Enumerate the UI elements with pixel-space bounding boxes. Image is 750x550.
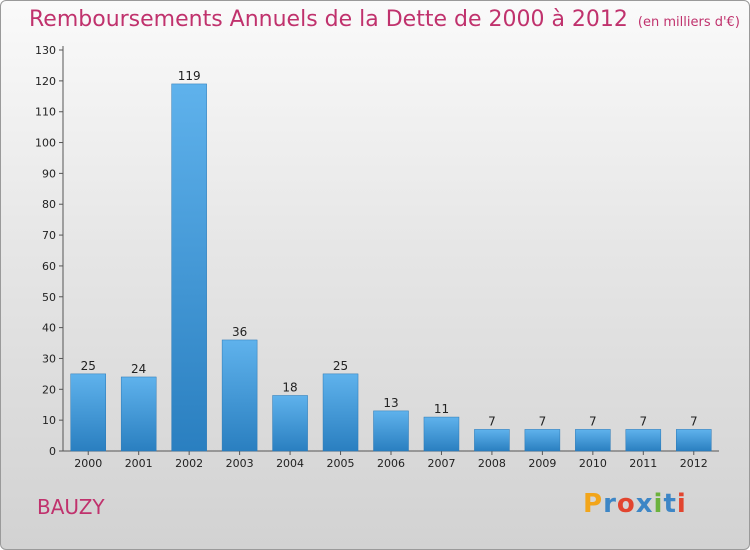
y-tick-label: 60	[42, 260, 56, 273]
y-tick-label: 10	[42, 414, 56, 427]
y-tick-label: 40	[42, 322, 56, 335]
bar-2007	[423, 416, 460, 452]
value-labels: 25 24 119 36 18 25 13 11 7 7 7 7 7	[81, 69, 698, 428]
y-tick-label: 50	[42, 291, 56, 304]
bar-2006	[373, 410, 409, 452]
data-label: 7	[589, 414, 597, 428]
data-label: 119	[178, 69, 201, 83]
y-tick-label: 130	[35, 44, 56, 57]
bar-2010	[575, 429, 611, 452]
logo-letter: i	[676, 489, 687, 519]
bar-2012	[676, 429, 712, 452]
data-label: 7	[539, 414, 547, 428]
data-label: 11	[434, 402, 449, 416]
logo-letter: t	[663, 489, 677, 519]
x-tick-label: 2003	[226, 457, 254, 470]
commune-name: BAUZY	[37, 495, 105, 519]
x-tick-label: 2006	[377, 457, 405, 470]
y-tick-label: 0	[49, 445, 56, 458]
axes: 0 10 20 30 40 50 60 70 80 90 100 110 120 130 2000 2001 2…	[35, 44, 719, 470]
bar-2008	[474, 429, 510, 452]
bar-2000	[70, 373, 106, 452]
data-label: 7	[488, 414, 496, 428]
data-label: 13	[383, 396, 398, 410]
logo-letter: i	[653, 489, 664, 519]
bar-2003	[221, 339, 258, 452]
logo-letter: P	[583, 489, 604, 519]
data-label: 24	[131, 362, 146, 376]
proxiti-logo: Proxiti	[583, 489, 687, 519]
x-tick-label: 2007	[427, 457, 455, 470]
bar-2002	[171, 83, 207, 452]
bars	[70, 83, 712, 452]
logo-letter: o	[616, 489, 636, 519]
data-label: 25	[333, 359, 348, 373]
bar-2009	[524, 429, 561, 452]
y-tick-label: 110	[35, 106, 56, 119]
y-tick-label: 90	[42, 167, 56, 180]
data-label: 36	[232, 325, 247, 339]
x-tick-label: 2000	[74, 457, 102, 470]
bar-2005	[322, 373, 359, 452]
y-tick-label: 20	[42, 383, 56, 396]
chart-unit: (en milliers d'€)	[637, 15, 740, 30]
data-label: 7	[639, 414, 647, 428]
chart-title: Remboursements Annuels de la Dette de 20…	[29, 7, 740, 32]
x-tick-label: 2011	[629, 457, 657, 470]
logo-letter: r	[603, 489, 617, 519]
x-tick-label: 2005	[327, 457, 355, 470]
x-tick-label: 2004	[276, 457, 304, 470]
logo-letter: x	[635, 489, 654, 519]
data-label: 18	[282, 380, 297, 394]
x-tick-label: 2009	[528, 457, 556, 470]
y-tick-label: 80	[42, 198, 56, 211]
y-tick-label: 70	[42, 229, 56, 242]
y-tick-label: 100	[35, 137, 56, 150]
x-tick-label: 2012	[680, 457, 708, 470]
bar-2004	[272, 395, 308, 452]
data-label: 7	[690, 414, 698, 428]
bar-2001	[120, 376, 157, 452]
x-tick-label: 2008	[478, 457, 506, 470]
chart-title-text: Remboursements Annuels de la Dette de 20…	[29, 7, 628, 32]
x-tick-label: 2010	[579, 457, 607, 470]
x-tick-label: 2002	[175, 457, 203, 470]
data-label: 25	[81, 359, 96, 373]
y-tick-label: 120	[35, 75, 56, 88]
bar-2011	[625, 429, 662, 452]
y-tick-label: 30	[42, 352, 56, 365]
x-tick-label: 2001	[125, 457, 153, 470]
